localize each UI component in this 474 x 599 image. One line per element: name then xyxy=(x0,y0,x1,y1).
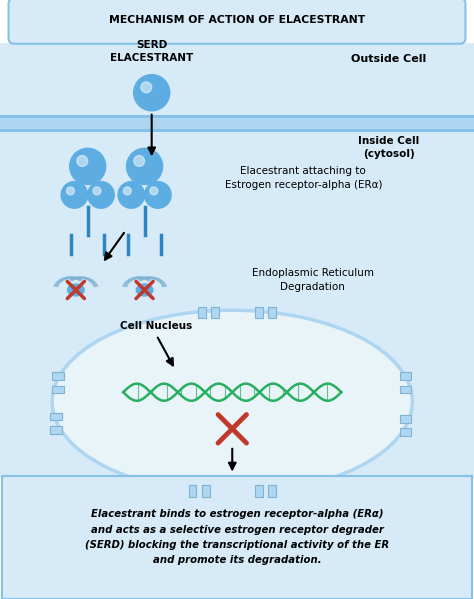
Bar xyxy=(0,43,474,116)
Bar xyxy=(0,116,474,132)
Circle shape xyxy=(127,149,163,184)
Bar xyxy=(211,307,219,318)
Text: Outside Cell: Outside Cell xyxy=(351,55,426,65)
Bar xyxy=(400,428,411,436)
Bar xyxy=(198,307,206,318)
Ellipse shape xyxy=(52,310,412,493)
Bar xyxy=(202,485,210,497)
Bar xyxy=(255,307,263,318)
Text: Elacestrant attaching to
Estrogen receptor-alpha (ERα): Elacestrant attaching to Estrogen recept… xyxy=(225,167,382,190)
Circle shape xyxy=(88,181,114,208)
Bar xyxy=(52,372,64,380)
Circle shape xyxy=(118,181,145,208)
Circle shape xyxy=(141,82,152,93)
Bar xyxy=(189,485,196,497)
Bar xyxy=(0,114,474,118)
Text: MECHANISM OF ACTION OF ELACESTRANT: MECHANISM OF ACTION OF ELACESTRANT xyxy=(109,16,365,25)
Circle shape xyxy=(77,156,88,167)
Bar xyxy=(50,413,62,420)
Circle shape xyxy=(93,187,101,195)
Circle shape xyxy=(123,187,131,195)
Bar xyxy=(0,129,474,132)
Circle shape xyxy=(61,181,88,208)
FancyBboxPatch shape xyxy=(2,476,472,599)
Bar xyxy=(400,386,411,393)
Bar xyxy=(268,307,276,318)
Text: Inside Cell
(cytosol): Inside Cell (cytosol) xyxy=(358,136,419,159)
Circle shape xyxy=(150,187,158,195)
Bar xyxy=(400,415,411,423)
Bar xyxy=(268,485,276,497)
Text: Endoplasmic Reticulum
Degradation: Endoplasmic Reticulum Degradation xyxy=(252,268,374,292)
Circle shape xyxy=(66,187,74,195)
Circle shape xyxy=(134,156,145,167)
Text: Cell Nucleus: Cell Nucleus xyxy=(120,320,192,331)
Bar xyxy=(52,386,64,393)
Bar xyxy=(50,426,62,434)
FancyBboxPatch shape xyxy=(9,0,465,44)
Text: Elacestrant binds to estrogen receptor-alpha (ERα)
and acts as a selective estro: Elacestrant binds to estrogen receptor-a… xyxy=(85,509,389,565)
Text: SERD
ELACESTRANT: SERD ELACESTRANT xyxy=(110,40,193,63)
Ellipse shape xyxy=(68,284,84,296)
Bar xyxy=(0,132,474,478)
Circle shape xyxy=(134,75,170,111)
Ellipse shape xyxy=(137,284,153,296)
Circle shape xyxy=(70,149,106,184)
Circle shape xyxy=(145,181,171,208)
Bar xyxy=(255,485,263,497)
Bar xyxy=(400,372,411,380)
